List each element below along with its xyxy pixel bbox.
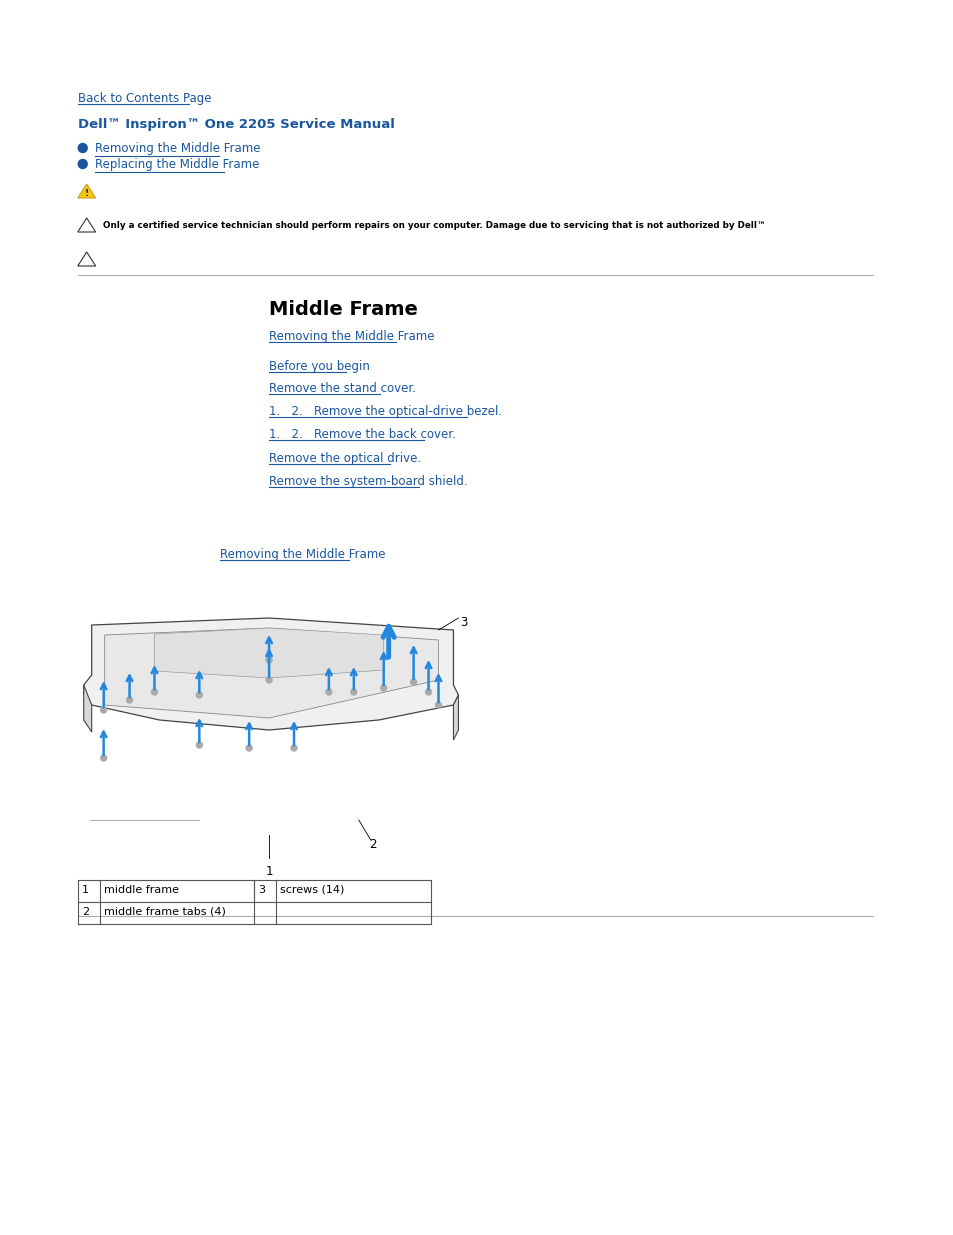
Polygon shape <box>84 618 458 730</box>
Polygon shape <box>154 629 383 678</box>
Text: Only a certified service technician should perform repairs on your computer. Dam: Only a certified service technician shou… <box>103 221 764 230</box>
Circle shape <box>410 679 416 685</box>
Text: 1.   2.   Remove the optical-drive bezel.: 1. 2. Remove the optical-drive bezel. <box>269 405 501 417</box>
Text: Remove the stand cover.: Remove the stand cover. <box>269 382 416 395</box>
Text: Removing the Middle Frame: Removing the Middle Frame <box>269 330 435 343</box>
Polygon shape <box>453 695 458 740</box>
Circle shape <box>78 159 87 168</box>
Circle shape <box>351 689 356 695</box>
Circle shape <box>266 677 272 683</box>
Text: Removing the Middle Frame: Removing the Middle Frame <box>94 142 260 156</box>
Circle shape <box>101 706 107 713</box>
Text: Dell™ Inspiron™ One 2205 Service Manual: Dell™ Inspiron™ One 2205 Service Manual <box>77 119 395 131</box>
Text: Replacing the Middle Frame: Replacing the Middle Frame <box>94 158 259 170</box>
Circle shape <box>78 143 87 152</box>
Text: middle frame tabs (4): middle frame tabs (4) <box>104 906 225 918</box>
Circle shape <box>101 755 107 761</box>
Polygon shape <box>77 184 95 198</box>
Text: 3: 3 <box>258 885 265 895</box>
Text: 1.   2.   Remove the back cover.: 1. 2. Remove the back cover. <box>269 429 456 441</box>
Text: Removing the Middle Frame: Removing the Middle Frame <box>220 548 385 561</box>
Text: Remove the optical drive.: Remove the optical drive. <box>269 452 421 466</box>
Text: 1: 1 <box>265 864 273 878</box>
Circle shape <box>127 697 132 703</box>
Text: 3: 3 <box>460 616 467 629</box>
Circle shape <box>196 742 202 748</box>
Circle shape <box>436 701 441 708</box>
Circle shape <box>246 745 252 751</box>
Circle shape <box>291 745 296 751</box>
Polygon shape <box>84 685 91 732</box>
Polygon shape <box>105 629 438 718</box>
Text: Before you begin: Before you begin <box>269 359 370 373</box>
Polygon shape <box>77 252 95 266</box>
Text: 1: 1 <box>82 885 89 895</box>
Circle shape <box>326 689 332 695</box>
Circle shape <box>152 689 157 695</box>
Text: middle frame: middle frame <box>104 885 178 895</box>
Text: Back to Contents Page: Back to Contents Page <box>77 91 211 105</box>
Text: 2: 2 <box>369 839 375 851</box>
Text: !: ! <box>85 189 89 199</box>
Circle shape <box>380 685 386 692</box>
Circle shape <box>196 692 202 698</box>
Circle shape <box>425 689 431 695</box>
Text: 2: 2 <box>82 906 89 918</box>
Text: Remove the system-board shield.: Remove the system-board shield. <box>269 475 467 488</box>
Text: screws (14): screws (14) <box>280 885 344 895</box>
Polygon shape <box>77 219 95 232</box>
Text: Middle Frame: Middle Frame <box>269 300 417 319</box>
Circle shape <box>266 657 272 663</box>
